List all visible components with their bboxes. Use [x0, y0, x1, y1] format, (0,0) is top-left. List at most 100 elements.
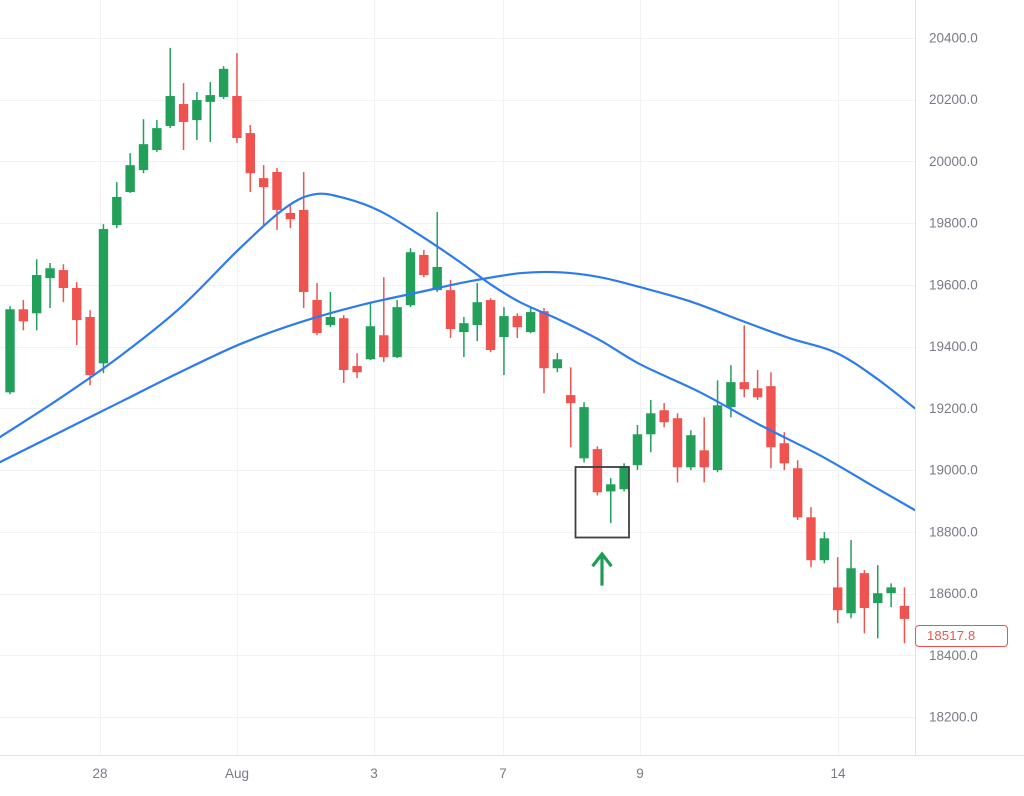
candle-61[interactable]: [819, 532, 830, 564]
candle-body: [152, 128, 162, 151]
ma-fast-line: [0, 192, 915, 512]
candle-0[interactable]: [5, 306, 15, 395]
candle-4[interactable]: [58, 264, 69, 303]
candle-16[interactable]: [218, 66, 229, 100]
candle-22[interactable]: [299, 171, 309, 309]
chart-pane[interactable]: [0, 47, 915, 644]
candle-7[interactable]: [98, 224, 109, 374]
candle-43[interactable]: [579, 402, 589, 463]
candle-37[interactable]: [499, 307, 509, 376]
candle-51[interactable]: [686, 430, 696, 471]
candle-56[interactable]: [752, 370, 763, 401]
candle-50[interactable]: [672, 413, 683, 483]
candle-32[interactable]: [432, 212, 442, 293]
candle-25[interactable]: [339, 315, 349, 384]
candle-body: [592, 449, 603, 493]
candle-29[interactable]: [392, 300, 402, 359]
candle-52[interactable]: [699, 417, 709, 483]
candle-body: [699, 450, 709, 468]
candle-body: [45, 268, 55, 279]
y-axis-tick-label: 19400.0: [929, 339, 978, 354]
candle-2[interactable]: [32, 259, 42, 331]
candle-40[interactable]: [539, 308, 549, 394]
candle-47[interactable]: [632, 425, 643, 471]
candle-1[interactable]: [18, 300, 29, 331]
candle-33[interactable]: [445, 279, 456, 338]
candle-36[interactable]: [485, 298, 496, 353]
candle-body: [472, 302, 482, 326]
candle-18[interactable]: [245, 125, 255, 193]
candle-body: [365, 326, 376, 360]
candle-45[interactable]: [606, 478, 616, 524]
candle-body: [739, 382, 749, 390]
candle-30[interactable]: [405, 248, 416, 308]
candle-59[interactable]: [792, 460, 803, 521]
candle-38[interactable]: [512, 313, 522, 338]
candle-body: [873, 593, 883, 604]
candle-body: [379, 335, 389, 358]
candle-48[interactable]: [646, 400, 656, 453]
candle-13[interactable]: [178, 83, 189, 151]
candle-body: [325, 317, 336, 326]
candle-body: [205, 95, 215, 102]
up-arrow-annotation[interactable]: [591, 551, 613, 586]
candle-8[interactable]: [112, 182, 122, 229]
candle-62[interactable]: [833, 557, 843, 624]
candle-55[interactable]: [739, 325, 749, 398]
candle-28[interactable]: [379, 277, 389, 363]
candle-21[interactable]: [285, 204, 296, 229]
candle-9[interactable]: [125, 153, 135, 193]
candle-67[interactable]: [899, 587, 910, 644]
candle-body: [218, 68, 229, 97]
highlight-box-annotation[interactable]: [574, 466, 630, 539]
time-axis-pane[interactable]: [0, 756, 1024, 796]
candle-42[interactable]: [566, 367, 576, 448]
y-axis-tick-label: 20400.0: [929, 31, 978, 46]
candle-body: [459, 323, 469, 333]
candle-15[interactable]: [205, 82, 215, 143]
candle-11[interactable]: [152, 120, 162, 152]
candle-20[interactable]: [272, 167, 282, 230]
candle-body: [632, 434, 643, 466]
candle-60[interactable]: [806, 507, 816, 568]
candle-34[interactable]: [459, 317, 469, 358]
candle-6[interactable]: [85, 310, 95, 386]
candle-body: [899, 605, 910, 619]
candle-27[interactable]: [365, 302, 376, 361]
candle-65[interactable]: [873, 565, 883, 639]
candle-17[interactable]: [232, 53, 242, 143]
candle-31[interactable]: [419, 250, 429, 278]
candle-12[interactable]: [165, 47, 175, 129]
candle-body: [566, 395, 576, 404]
candle-body: [98, 229, 109, 364]
candle-64[interactable]: [859, 570, 870, 634]
candle-53[interactable]: [712, 380, 723, 473]
candle-46[interactable]: [619, 463, 629, 492]
candle-26[interactable]: [352, 353, 362, 379]
candle-63[interactable]: [846, 540, 856, 619]
candle-14[interactable]: [192, 92, 202, 141]
candle-19[interactable]: [258, 165, 269, 226]
candle-body: [112, 196, 122, 226]
candle-3[interactable]: [45, 262, 55, 309]
candle-body: [672, 418, 683, 468]
candle-44[interactable]: [592, 446, 603, 496]
candle-body: [619, 466, 629, 490]
candle-body: [819, 538, 830, 561]
candle-24[interactable]: [325, 292, 336, 328]
candle-10[interactable]: [138, 119, 149, 174]
x-axis-tick-label: 3: [370, 766, 378, 781]
candle-5[interactable]: [72, 282, 82, 346]
candle-body: [806, 517, 816, 561]
candle-body: [125, 165, 135, 193]
candle-57[interactable]: [766, 372, 776, 469]
candle-49[interactable]: [659, 403, 669, 428]
candle-body: [232, 96, 242, 138]
candle-66[interactable]: [886, 583, 896, 608]
candle-35[interactable]: [472, 283, 482, 342]
candle-body: [552, 359, 563, 369]
candle-41[interactable]: [552, 353, 563, 373]
candle-body: [606, 484, 616, 492]
candle-39[interactable]: [525, 308, 536, 334]
